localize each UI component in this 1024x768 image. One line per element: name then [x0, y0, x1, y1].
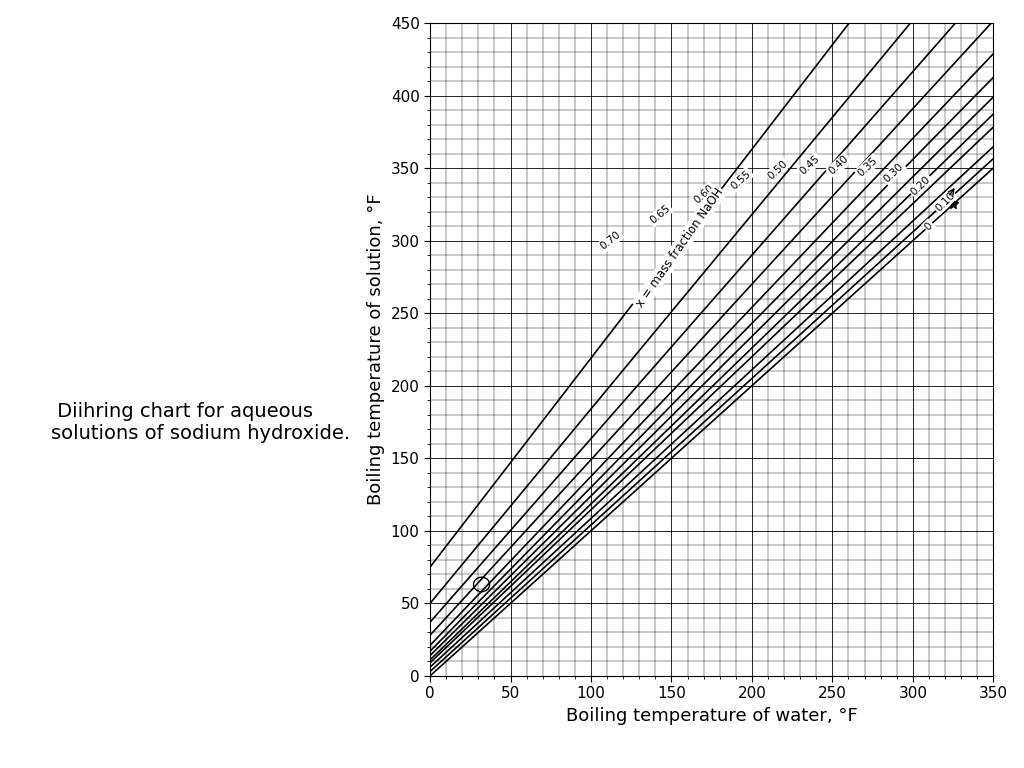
Text: Diihring chart for aqueous
solutions of sodium hydroxide.: Diihring chart for aqueous solutions of …	[51, 402, 350, 443]
Text: 0.55: 0.55	[729, 168, 753, 191]
Text: 0.60: 0.60	[691, 183, 716, 206]
Text: 0.40: 0.40	[827, 154, 851, 177]
Y-axis label: Boiling temperature of solution, °F: Boiling temperature of solution, °F	[368, 194, 385, 505]
Text: 0: 0	[923, 220, 935, 232]
Text: 0.50: 0.50	[766, 158, 790, 181]
Text: 0.20: 0.20	[909, 174, 933, 197]
Text: x = mass fraction NaOH: x = mass fraction NaOH	[633, 186, 726, 310]
Text: 0.35: 0.35	[856, 155, 880, 178]
Text: 0.10: 0.10	[933, 190, 956, 213]
X-axis label: Boiling temperature of water, °F: Boiling temperature of water, °F	[566, 707, 857, 725]
Text: 0.30: 0.30	[882, 161, 905, 184]
Text: 0.45: 0.45	[798, 154, 821, 177]
Text: 0.70: 0.70	[598, 230, 623, 252]
Text: 0.65: 0.65	[648, 204, 673, 226]
